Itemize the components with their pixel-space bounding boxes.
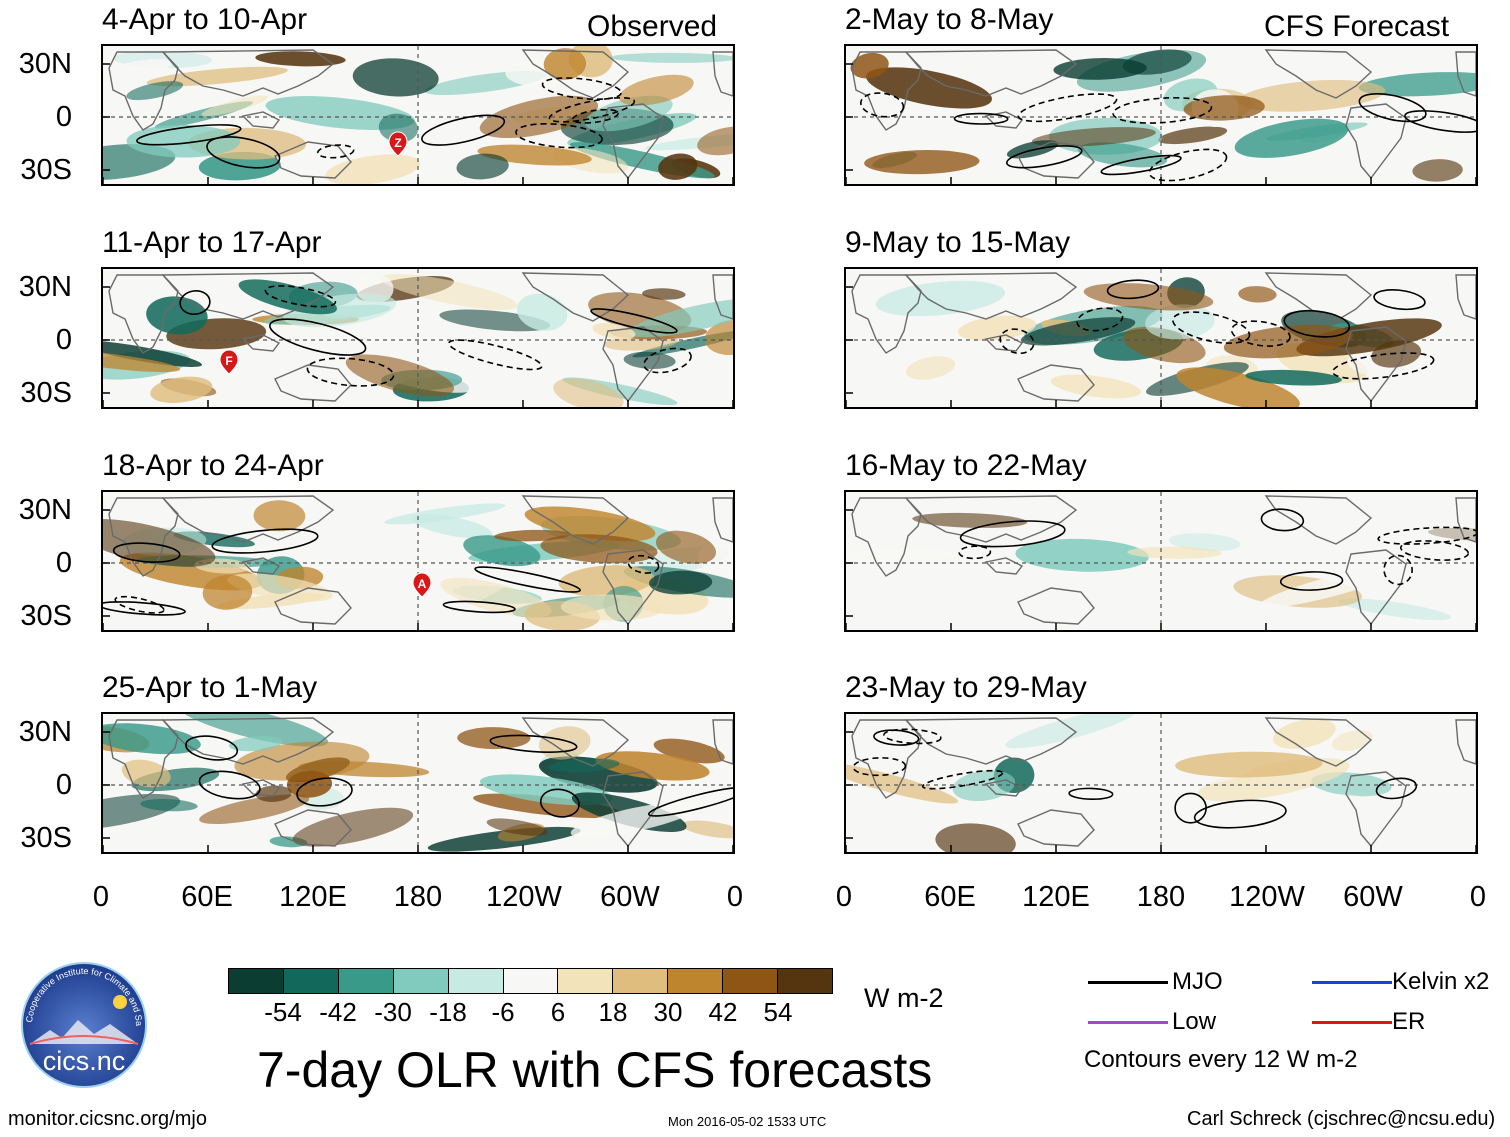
storm-marker: Z <box>388 131 408 157</box>
legend-swatch-er <box>1312 1021 1392 1024</box>
lat-label: 30S <box>20 600 72 632</box>
lon-label: 180 <box>1136 881 1186 913</box>
legend-swatch-low <box>1088 1021 1168 1024</box>
colorbar-cell <box>722 969 778 993</box>
lon-label: 60W <box>600 881 660 913</box>
colorbar-units: W m-2 <box>864 983 944 1013</box>
storm-marker-label: Z <box>394 136 401 150</box>
colorbar-cell <box>282 969 338 993</box>
olr-map-panel <box>844 712 1478 854</box>
storm-marker-label: A <box>418 577 427 591</box>
lat-label: 30N <box>18 48 72 80</box>
lat-label: 0 <box>55 769 72 801</box>
colorbar-tick-label: 42 <box>708 997 738 1027</box>
olr-map-panel <box>101 490 735 632</box>
observed-label: Observed <box>587 10 718 43</box>
logo-text: cics.nc <box>43 1046 126 1076</box>
forecast-label: CFS Forecast <box>1264 10 1450 43</box>
panel-title: 16-May to 22-May <box>845 449 1087 482</box>
legend-label-kelvin: Kelvin x2 <box>1392 968 1490 995</box>
olr-map-panel <box>844 44 1478 186</box>
lon-label: 120W <box>486 881 562 913</box>
colorbar-tick-label: 54 <box>763 997 793 1027</box>
lon-label: 60W <box>1343 881 1403 913</box>
lat-label: 30N <box>18 271 72 303</box>
lon-label: 0 <box>92 881 110 913</box>
footer-author: Carl Schreck (cjschrec@ncsu.edu) <box>1187 1108 1496 1130</box>
contour-note: Contours every 12 W m-2 <box>1084 1046 1358 1073</box>
colorbar-cell <box>667 969 723 993</box>
colorbar-tick-label: 30 <box>653 997 683 1027</box>
legend-swatch-kelvin <box>1312 981 1392 984</box>
lon-label: 180 <box>393 881 443 913</box>
lon-label: 120W <box>1229 881 1305 913</box>
legend-label-mjo: MJO <box>1172 968 1223 995</box>
colorbar-tick-label: -18 <box>429 997 467 1027</box>
colorbar-tick-label: -30 <box>374 997 412 1027</box>
colorbar-cell <box>392 969 448 993</box>
lat-label: 30N <box>18 716 72 748</box>
colorbar-cell <box>612 969 668 993</box>
colorbar-cell <box>447 969 503 993</box>
olr-map-panel <box>101 712 735 854</box>
olr-map-panel <box>844 490 1478 632</box>
main-title: 7-day OLR with CFS forecasts <box>257 1042 933 1098</box>
colorbar-tick-label: -6 <box>491 997 515 1027</box>
lat-label: 0 <box>55 324 72 356</box>
legend-label-er: ER <box>1392 1008 1426 1035</box>
storm-marker: A <box>412 572 432 598</box>
colorbar <box>228 968 833 994</box>
lon-label: 120E <box>279 881 347 913</box>
olr-map-panel <box>101 267 735 409</box>
lat-label: 30S <box>20 822 72 854</box>
lon-label: 120E <box>1022 881 1090 913</box>
lon-label: 0 <box>1469 881 1487 913</box>
olr-map-panel <box>844 267 1478 409</box>
panel-title: 11-Apr to 17-Apr <box>102 226 322 259</box>
lat-label: 30N <box>18 494 72 526</box>
panel-title: 9-May to 15-May <box>845 226 1071 259</box>
lat-label: 0 <box>55 101 72 133</box>
lat-label: 0 <box>55 547 72 579</box>
colorbar-cell <box>557 969 613 993</box>
panel-title: 25-Apr to 1-May <box>102 671 318 704</box>
lon-label: 0 <box>726 881 744 913</box>
panel-title: 4-Apr to 10-Apr <box>102 3 308 36</box>
lon-label: 60E <box>924 881 976 913</box>
colorbar-cell <box>229 969 283 993</box>
panel-title: 2-May to 8-May <box>845 3 1054 36</box>
colorbar-cell <box>502 969 558 993</box>
colorbar-cell <box>337 969 393 993</box>
storm-marker-label: F <box>225 354 232 368</box>
lat-label: 30S <box>20 154 72 186</box>
footer-url[interactable]: monitor.cicsnc.org/mjo <box>8 1108 207 1130</box>
olr-map-panel <box>101 44 735 186</box>
panel-title: 23-May to 29-May <box>845 671 1087 704</box>
storm-marker: F <box>219 349 239 375</box>
colorbar-tick-label: -42 <box>319 997 357 1027</box>
legend-swatch-mjo <box>1088 981 1168 984</box>
footer-timestamp: Mon 2016-05-02 1533 UTC <box>668 1114 827 1129</box>
lat-label: 30S <box>20 377 72 409</box>
colorbar-tick-label: 6 <box>550 997 566 1027</box>
colorbar-cell <box>777 969 832 993</box>
legend-label-low: Low <box>1172 1008 1217 1035</box>
colorbar-tick-label: 18 <box>598 997 628 1027</box>
cicsnc-logo: Cooperative Institute for Climate and Sa… <box>10 958 147 1088</box>
lon-label: 60E <box>181 881 233 913</box>
colorbar-tick-label: -54 <box>264 997 302 1027</box>
lon-label: 0 <box>835 881 853 913</box>
panel-title: 18-Apr to 24-Apr <box>102 449 324 482</box>
